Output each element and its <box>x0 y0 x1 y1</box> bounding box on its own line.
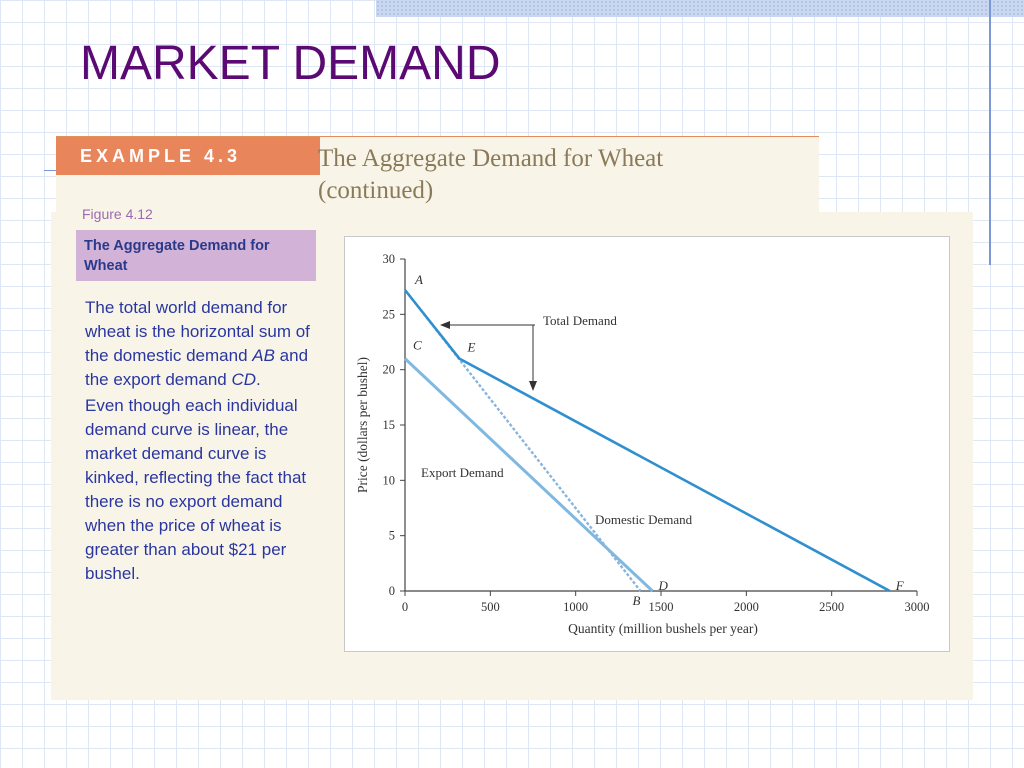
example-title-line2: (continued) <box>318 177 434 204</box>
y-axis-label: Price (dollars per bushel) <box>355 357 370 493</box>
total-demand-arrow-down <box>529 324 537 391</box>
para1-ab: AB <box>252 346 275 365</box>
point-label-f: F <box>895 578 905 593</box>
series-line-domestic-demand <box>404 289 642 592</box>
figure-label: Figure 4.12 <box>82 206 153 222</box>
example-header: EXAMPLE 4.3 The Aggregate Demand for Whe… <box>56 136 819 215</box>
annotation-layer: A E C B D F Total Demand Export Demand Domestic … <box>413 272 905 608</box>
x-tick-label: 0 <box>402 600 408 614</box>
series-layer <box>403 289 891 593</box>
annotation-export-demand: Export Demand <box>421 465 504 480</box>
example-title-line1: The Aggregate Demand for Wheat <box>318 145 664 172</box>
point-label-a: A <box>414 272 423 287</box>
x-tick-label: 1000 <box>563 600 588 614</box>
example-title: The Aggregate Demand for Wheat (continue… <box>318 143 788 207</box>
y-tick-label: 5 <box>389 529 395 543</box>
body-text: The total world demand for wheat is the … <box>85 296 310 588</box>
point-label-d: D <box>657 578 668 593</box>
body-paragraph-2: Even though each individual demand curve… <box>85 396 307 583</box>
x-tick-label: 500 <box>481 600 500 614</box>
point-label-b: B <box>633 593 641 608</box>
top-decorative-band <box>376 0 1024 17</box>
x-tick-label: 2000 <box>734 600 759 614</box>
x-axis-label: Quantity (million bushels per year) <box>568 621 758 636</box>
para1-text-c: . <box>256 370 261 389</box>
series-line-total-demand <box>403 289 891 593</box>
series-line-export-demand <box>403 357 654 593</box>
chart-frame: 0 500 1000 1500 2000 2500 3000 0 5 10 15 20 25 30 A E C… <box>344 236 950 652</box>
annotation-total-demand: Total Demand <box>543 313 617 328</box>
y-tick-label: 15 <box>383 418 396 432</box>
x-tick-label: 2500 <box>819 600 844 614</box>
slide-title: MARKET DEMAND <box>80 37 501 90</box>
y-tick-label: 20 <box>383 363 396 377</box>
x-tick-label: 3000 <box>905 600 930 614</box>
para1-text-b: and the export demand <box>85 346 309 389</box>
para1-text-a: The total world demand for wheat is the … <box>85 298 310 365</box>
axes-layer: 0 500 1000 1500 2000 2500 3000 0 5 10 15 20 25 30 <box>383 252 930 614</box>
x-tick-label: 1500 <box>649 600 674 614</box>
left-decorative-line <box>44 170 56 171</box>
right-decorative-line <box>989 0 991 265</box>
demand-chart: 0 500 1000 1500 2000 2500 3000 0 5 10 15 20 25 30 A E C… <box>355 252 930 636</box>
y-tick-label: 25 <box>383 307 396 321</box>
para1-cd: CD <box>231 370 257 389</box>
body-paragraph-1: The total world demand for wheat is the … <box>85 296 310 392</box>
figure-caption: The Aggregate Demand for Wheat <box>76 230 316 281</box>
y-tick-label: 30 <box>383 252 396 266</box>
point-label-c: C <box>413 338 422 353</box>
y-tick-label: 10 <box>383 473 396 487</box>
point-label-e: E <box>466 340 475 355</box>
annotation-domestic-demand: Domestic Demand <box>595 512 693 527</box>
example-tab: EXAMPLE 4.3 <box>56 137 320 175</box>
y-tick-label: 0 <box>389 584 395 598</box>
